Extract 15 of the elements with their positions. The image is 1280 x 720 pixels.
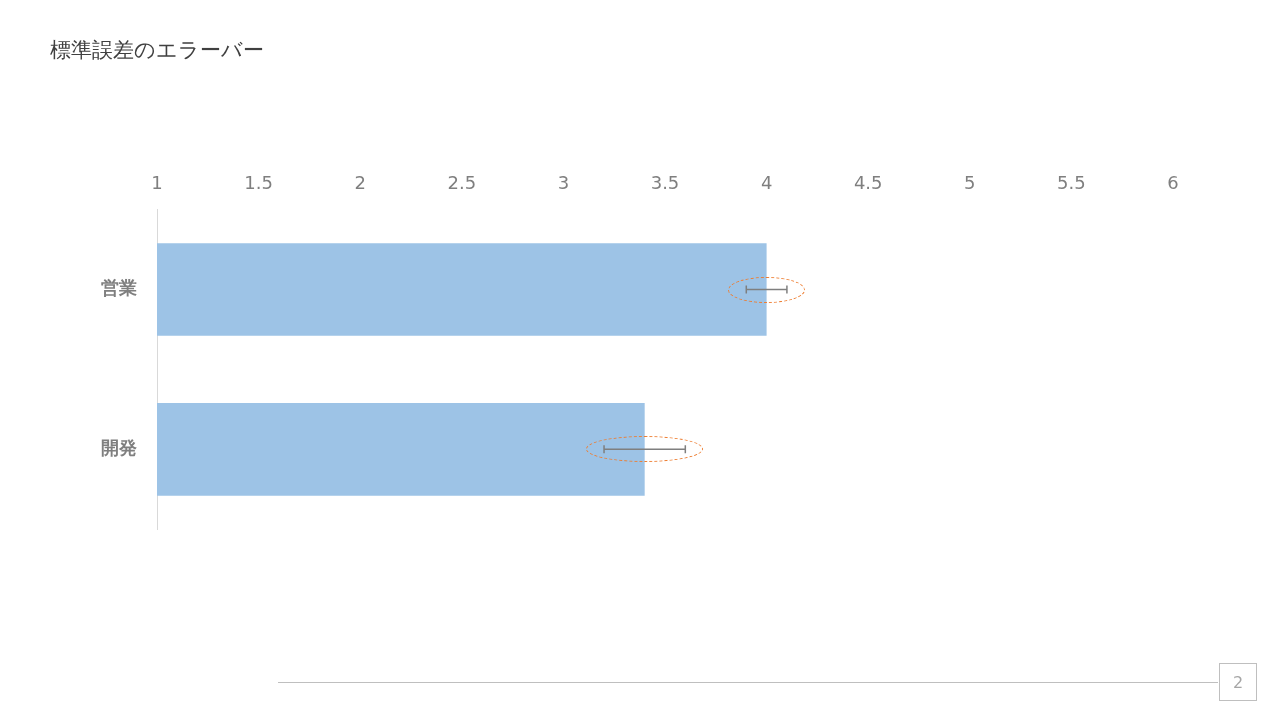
y-tick-label: 営業 (101, 277, 137, 299)
x-tick-label: 2 (354, 172, 366, 194)
y-tick-label: 開発 (101, 436, 137, 458)
x-tick-label: 3.5 (650, 172, 680, 194)
x-tick-label: 2.5 (447, 172, 477, 194)
chart-title: 標準誤差のエラーバー (50, 37, 264, 64)
x-tick-label: 1 (151, 172, 163, 194)
text: 2 (1219, 663, 1257, 701)
x-tick-label: 4 (760, 172, 773, 194)
x-tick-label: 3 (557, 172, 570, 194)
x-tick-label: 5 (964, 172, 976, 194)
x-tick-label: 6 (1167, 172, 1179, 194)
x-tick-label: 5.5 (1057, 172, 1086, 194)
x-tick-label: 4.5 (853, 172, 883, 194)
x-tick-label: 1.5 (244, 172, 273, 194)
